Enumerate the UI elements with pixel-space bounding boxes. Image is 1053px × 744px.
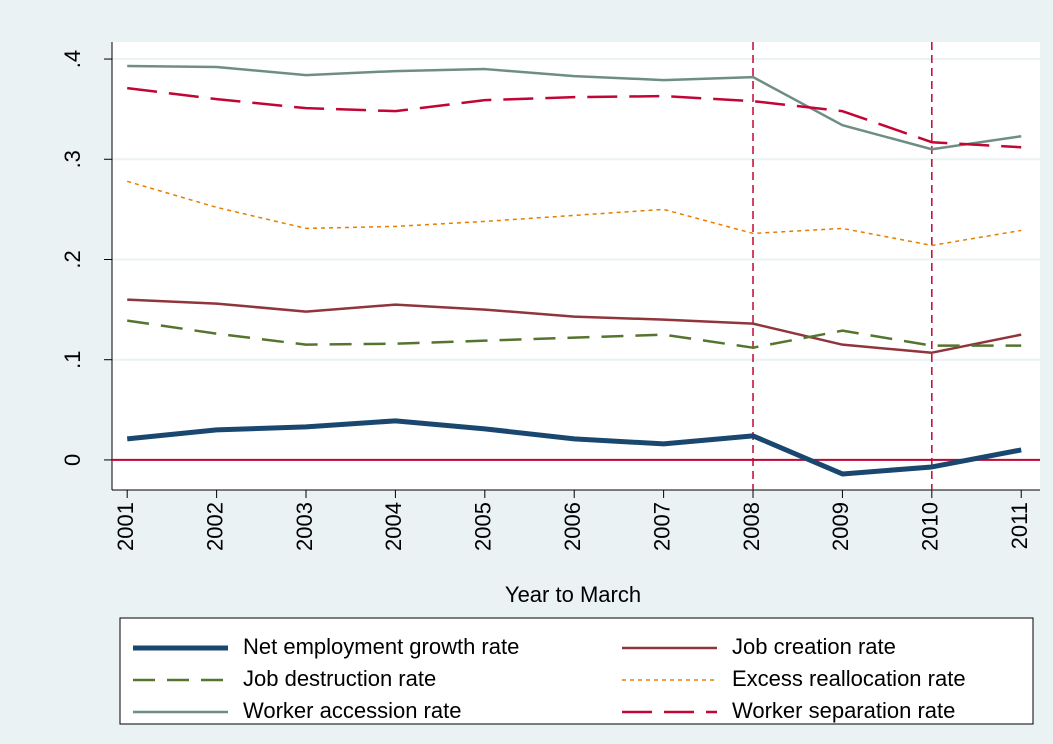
- y-tick-label: .4: [60, 50, 85, 68]
- y-tick-label: .1: [60, 351, 85, 369]
- x-tick-label: 2009: [828, 502, 853, 551]
- x-axis-title: Year to March: [505, 582, 641, 607]
- plot-area: [112, 42, 1040, 490]
- x-tick-label: 2001: [113, 502, 138, 551]
- x-tick-label: 2004: [381, 502, 406, 551]
- series-line: [127, 86, 1022, 149]
- legend-label: Excess reallocation rate: [732, 666, 966, 691]
- series-line: [126, 418, 1022, 477]
- x-tick-label: 2008: [739, 502, 764, 551]
- x-tick-label: 2005: [471, 502, 496, 551]
- x-tick-label: 2002: [202, 502, 227, 551]
- x-tick-label: 2006: [560, 502, 585, 551]
- series-line: [127, 298, 1022, 354]
- x-tick-label: 2003: [292, 502, 317, 551]
- legend-label: Job destruction rate: [243, 666, 436, 691]
- x-tick-label: 2010: [918, 502, 943, 551]
- y-tick-label: 0: [60, 454, 85, 466]
- x-tick-label: 2007: [649, 502, 674, 551]
- x-tick-label: 2011: [1007, 502, 1032, 549]
- series-line: [127, 64, 1022, 151]
- y-tick-label: .2: [60, 250, 85, 268]
- legend-label: Worker separation rate: [732, 698, 955, 723]
- series-line: [126, 180, 1022, 247]
- legend-label: Worker accession rate: [243, 698, 461, 723]
- legend-label: Job creation rate: [732, 634, 896, 659]
- y-tick-label: .3: [60, 150, 85, 168]
- series-line: [127, 319, 1022, 349]
- legend-box: [119, 617, 1034, 725]
- legend-label: Net employment growth rate: [243, 634, 519, 659]
